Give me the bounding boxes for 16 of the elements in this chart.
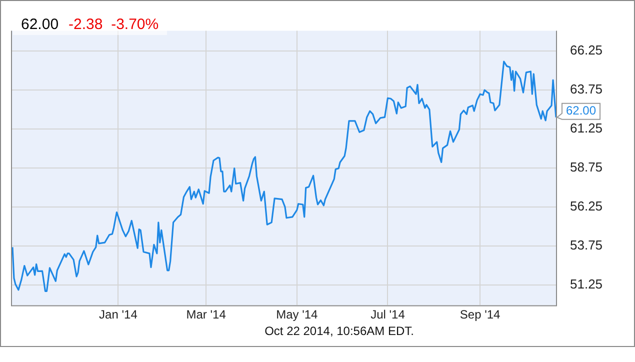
y-tick-label: 61.25 — [570, 120, 603, 136]
x-tick-label: May '14 — [276, 308, 318, 322]
x-tick-label: Jul '14 — [370, 308, 406, 322]
x-tick-label: Sep '14 — [460, 308, 501, 322]
y-tick-label: 58.75 — [570, 160, 603, 175]
x-tick-label: Jan '14 — [99, 308, 138, 322]
y-tick-label: 56.25 — [570, 198, 603, 214]
text: Oct 22 2014, 10:56AM EDT. — [264, 324, 414, 338]
x-tick-label: Mar '14 — [186, 308, 226, 322]
chart-title: 62.00 — [21, 16, 59, 32]
y-tick-label: 51.25 — [570, 276, 603, 292]
y-tick-label: 66.25 — [570, 42, 603, 58]
annotation: 62.00 — [566, 104, 596, 118]
chart-subtitle: -2.38 -3.70% — [68, 16, 159, 32]
y-tick-label: 63.75 — [570, 82, 603, 97]
y-tick-label: 53.75 — [570, 238, 603, 253]
